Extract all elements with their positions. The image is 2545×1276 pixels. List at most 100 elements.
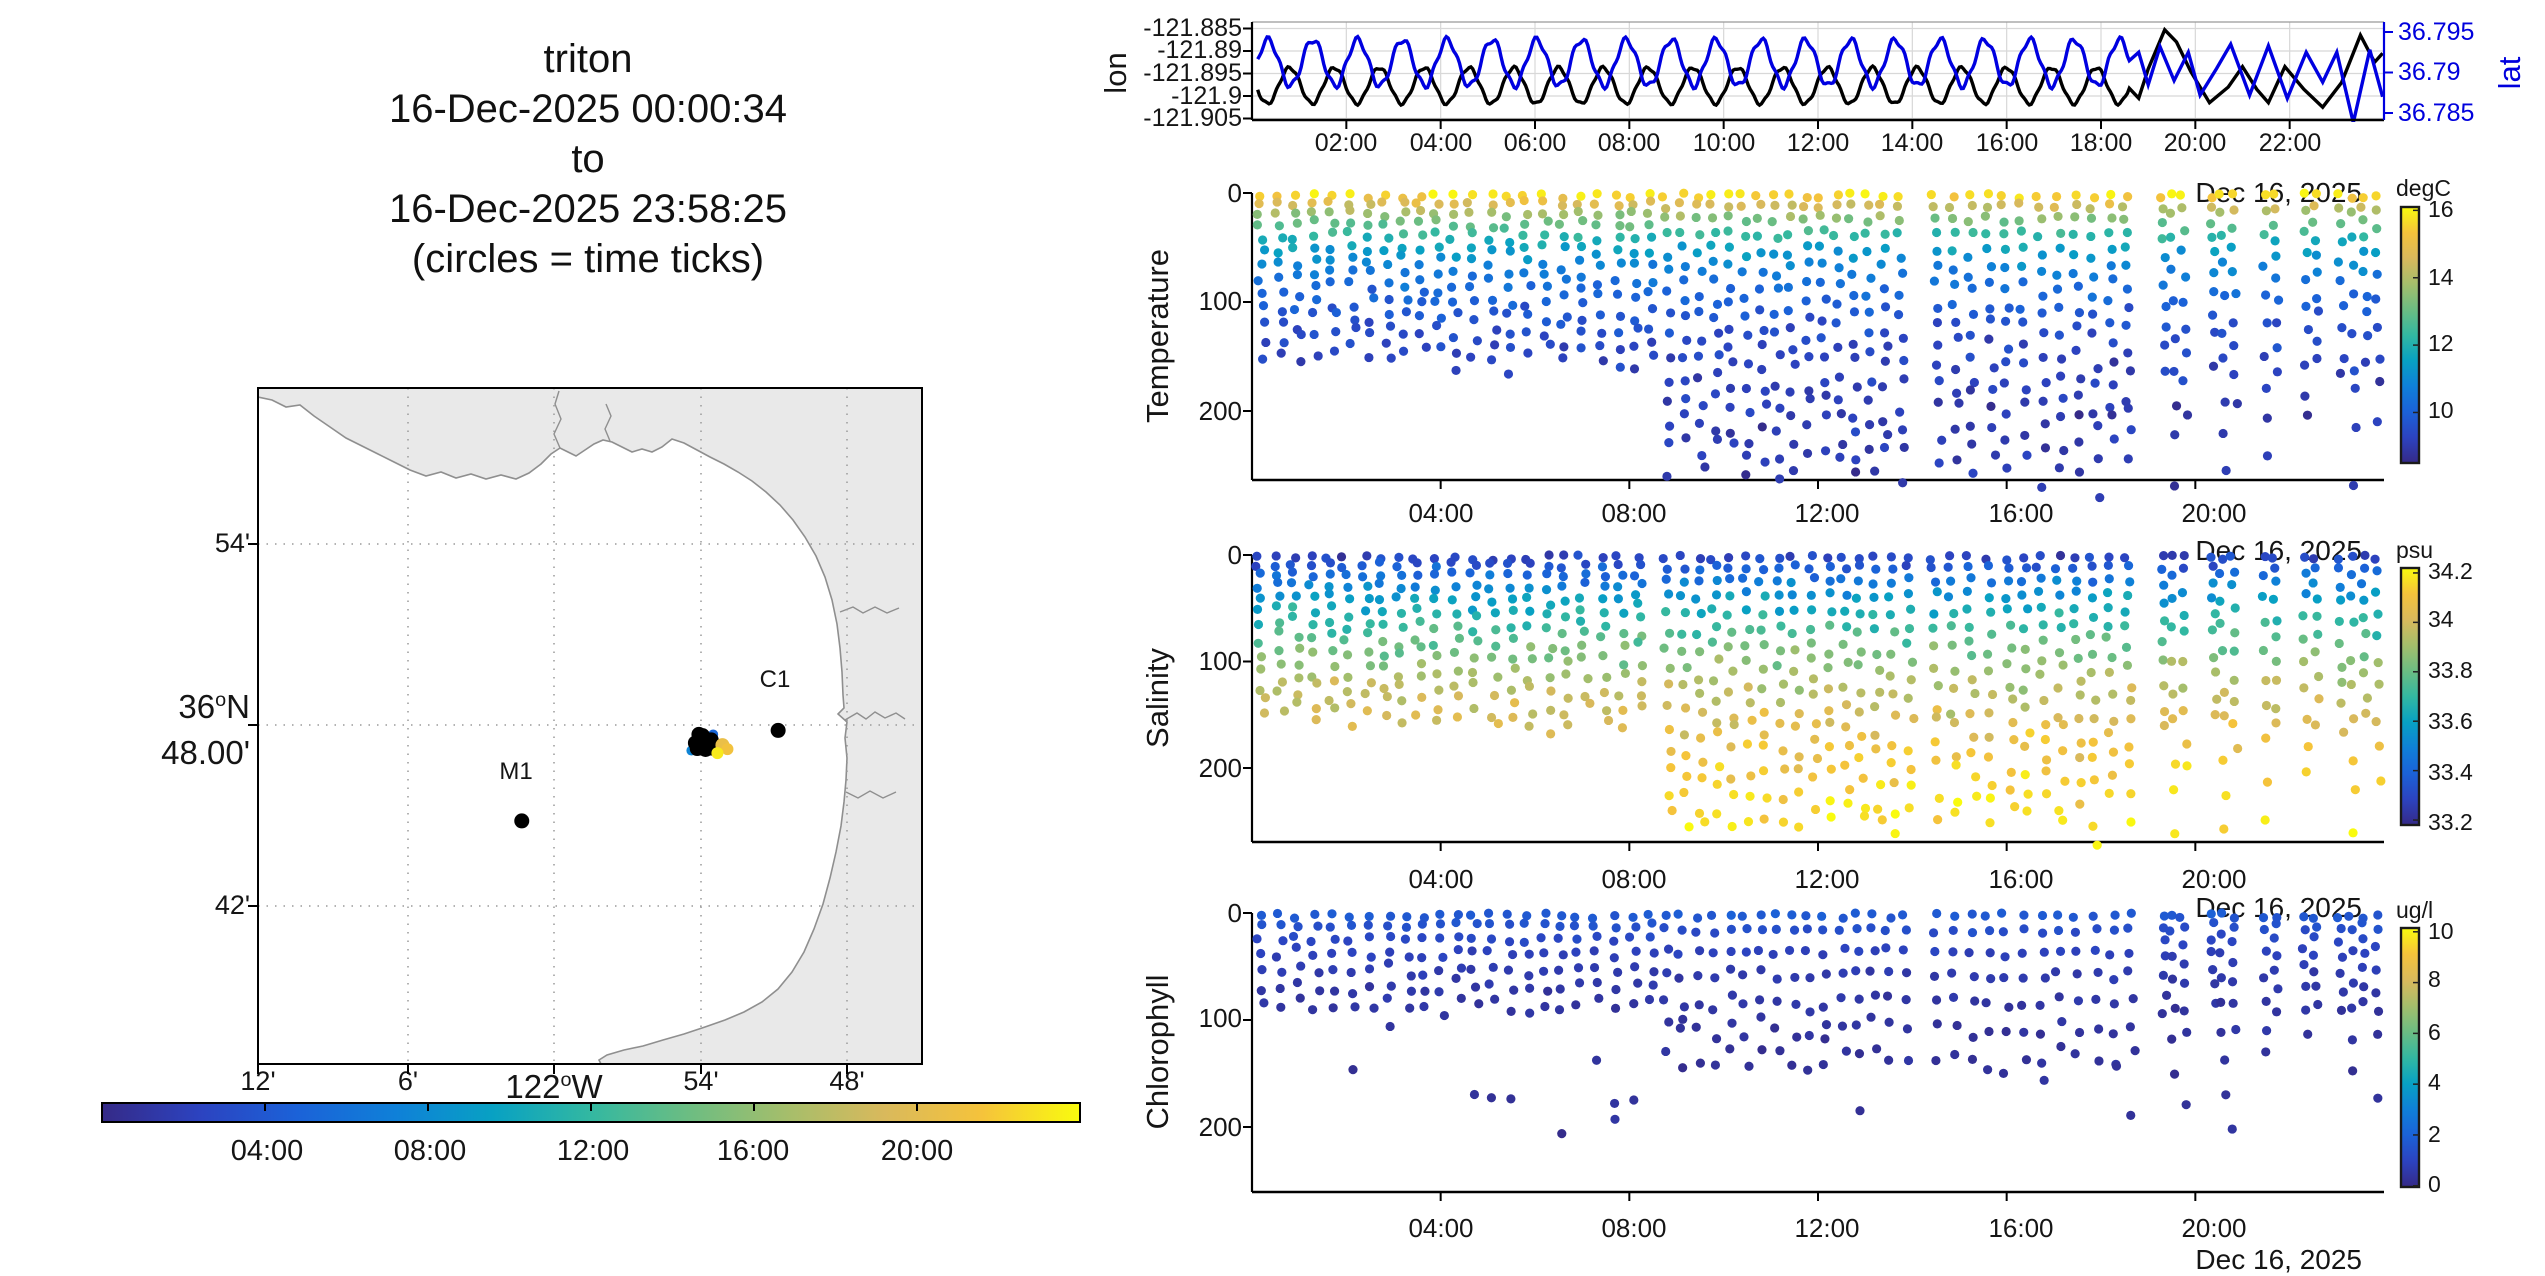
data-point <box>1694 1000 1704 1010</box>
data-point <box>2123 590 2133 601</box>
data-point <box>1274 646 1284 656</box>
data-point <box>1636 691 1647 701</box>
data-point <box>1757 364 1767 375</box>
data-point <box>2109 925 2120 935</box>
data-point <box>1754 995 1765 1005</box>
data-point <box>1860 803 1871 813</box>
data-point <box>1948 947 1958 957</box>
data-point <box>1970 996 1980 1006</box>
data-point <box>1577 640 1587 650</box>
data-point <box>2070 927 2081 937</box>
data-point <box>1294 660 1304 670</box>
data-point <box>1398 193 1408 203</box>
data-point <box>1257 965 1267 975</box>
data-point <box>2165 926 2175 936</box>
data-point <box>1778 817 1789 827</box>
data-point <box>2023 604 2033 614</box>
data-point <box>1331 307 1341 318</box>
data-point <box>2372 224 2382 234</box>
data-point <box>1417 692 1427 703</box>
data-point <box>2299 683 2309 693</box>
data-point <box>1471 592 1481 602</box>
data-point <box>1880 302 1891 312</box>
data-point <box>1711 426 1721 436</box>
data-point <box>1931 227 1942 238</box>
data-point <box>1492 325 1502 335</box>
data-point <box>1843 657 1853 667</box>
data-point <box>2107 770 2118 780</box>
data-point <box>2312 353 2322 364</box>
data-point <box>2273 295 2284 305</box>
chl-ytick-100: 100 <box>1198 1003 1242 1033</box>
data-point <box>1602 706 1612 716</box>
data-point <box>1397 718 1407 728</box>
data-point <box>2272 343 2282 353</box>
data-point <box>1382 993 1392 1003</box>
data-point <box>1402 912 1412 922</box>
data-point <box>1364 352 1374 363</box>
data-point <box>1711 590 1722 600</box>
data-point <box>1863 217 1873 227</box>
data-point <box>1412 603 1422 613</box>
sal-ytick-100: 100 <box>1198 646 1242 676</box>
data-point <box>1675 590 1686 601</box>
data-point <box>1556 319 1566 329</box>
data-point <box>1897 425 1908 435</box>
data-point <box>1662 968 1672 978</box>
data-point <box>1348 252 1358 262</box>
data-point <box>1348 989 1358 999</box>
data-point <box>1726 946 1736 957</box>
data-point <box>2167 1034 2177 1044</box>
data-point <box>1369 1003 1379 1013</box>
data-point <box>2209 268 2219 278</box>
data-point <box>1967 909 1977 919</box>
nav-date-label: Dec 16, 2025 <box>2195 177 2362 208</box>
data-point <box>1818 950 1828 960</box>
data-point <box>1677 241 1687 251</box>
data-point <box>1435 909 1445 919</box>
map-lat-deg-sup: o <box>215 689 227 711</box>
data-point <box>1755 553 1765 564</box>
data-point <box>2347 1035 2358 1045</box>
data-point <box>1507 949 1518 960</box>
data-point <box>2054 463 2064 473</box>
data-point <box>1411 198 1421 208</box>
data-point <box>1451 973 1461 983</box>
data-point <box>1307 672 1317 682</box>
data-point <box>2159 616 2170 626</box>
data-point <box>1559 209 1569 220</box>
data-point <box>1744 1061 1754 1071</box>
data-point <box>2020 430 2030 441</box>
data-point <box>1546 705 1556 715</box>
data-point <box>1664 589 1674 599</box>
data-point <box>1258 354 1268 364</box>
data-point <box>1548 643 1558 654</box>
data-point <box>2060 776 2070 786</box>
data-point <box>1559 710 1569 720</box>
data-point <box>1619 628 1629 639</box>
data-point <box>1805 624 1816 635</box>
data-point <box>1950 666 1960 676</box>
data-point <box>1609 1098 1620 1109</box>
data-point <box>1374 578 1384 588</box>
data-point <box>1834 925 1844 935</box>
data-point <box>1272 908 1283 919</box>
data-point <box>2104 228 2114 238</box>
data-point <box>1691 212 1701 223</box>
map-cb-label-0400: 04:00 <box>230 1135 304 1167</box>
data-point <box>2109 434 2119 444</box>
data-point <box>2000 316 2011 326</box>
data-point <box>1805 312 1815 322</box>
data-point <box>2210 979 2220 989</box>
data-point <box>1559 342 1569 352</box>
data-point <box>2303 1029 2313 1039</box>
data-point <box>2035 1000 2045 1010</box>
temp-ylabel: Temperature <box>1140 248 1175 424</box>
data-point <box>1578 298 1588 308</box>
data-point <box>1467 667 1478 678</box>
data-point <box>1405 1003 1415 1013</box>
data-point <box>1376 571 1386 581</box>
data-point <box>2230 628 2240 638</box>
data-point <box>2362 291 2372 302</box>
data-point <box>1415 275 1425 285</box>
